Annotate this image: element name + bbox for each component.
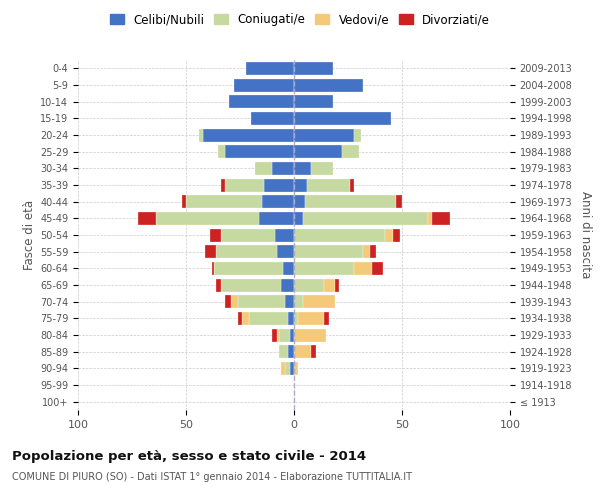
- Bar: [311, 162, 333, 175]
- Bar: [186, 195, 262, 208]
- Bar: [199, 128, 203, 141]
- Bar: [248, 312, 287, 325]
- Bar: [286, 362, 290, 375]
- Bar: [264, 178, 294, 192]
- Bar: [233, 78, 294, 92]
- Bar: [255, 162, 272, 175]
- Bar: [294, 195, 305, 208]
- Bar: [156, 212, 259, 225]
- Bar: [294, 328, 326, 342]
- Bar: [287, 345, 294, 358]
- Bar: [302, 295, 335, 308]
- Bar: [290, 362, 294, 375]
- Bar: [287, 312, 294, 325]
- Bar: [214, 262, 283, 275]
- Bar: [363, 245, 370, 258]
- Bar: [247, 62, 294, 75]
- Bar: [298, 312, 324, 325]
- Bar: [294, 295, 302, 308]
- Bar: [302, 212, 428, 225]
- Bar: [428, 212, 432, 225]
- Bar: [341, 145, 359, 158]
- Bar: [294, 312, 298, 325]
- Bar: [279, 328, 290, 342]
- Bar: [305, 195, 395, 208]
- Bar: [432, 212, 449, 225]
- Bar: [286, 295, 294, 308]
- Bar: [182, 195, 186, 208]
- Bar: [238, 295, 286, 308]
- Bar: [324, 312, 329, 325]
- Bar: [272, 328, 277, 342]
- Bar: [262, 195, 294, 208]
- Bar: [290, 328, 294, 342]
- Bar: [335, 278, 340, 291]
- Bar: [307, 178, 350, 192]
- Bar: [221, 178, 225, 192]
- Bar: [283, 262, 294, 275]
- Text: COMUNE DI PIURO (SO) - Dati ISTAT 1° gennaio 2014 - Elaborazione TUTTITALIA.IT: COMUNE DI PIURO (SO) - Dati ISTAT 1° gen…: [12, 472, 412, 482]
- Bar: [279, 345, 287, 358]
- Bar: [238, 312, 242, 325]
- Bar: [259, 212, 294, 225]
- Bar: [218, 145, 225, 158]
- Bar: [294, 78, 363, 92]
- Text: Popolazione per età, sesso e stato civile - 2014: Popolazione per età, sesso e stato civil…: [12, 450, 366, 463]
- Y-axis label: Anni di nascita: Anni di nascita: [579, 192, 592, 278]
- Bar: [221, 278, 281, 291]
- Bar: [281, 278, 294, 291]
- Bar: [394, 228, 400, 241]
- Bar: [294, 362, 298, 375]
- Bar: [212, 262, 214, 275]
- Bar: [225, 178, 264, 192]
- Bar: [277, 328, 279, 342]
- Bar: [272, 162, 294, 175]
- Bar: [216, 278, 221, 291]
- Bar: [203, 128, 294, 141]
- Bar: [139, 212, 156, 225]
- Bar: [294, 162, 311, 175]
- Bar: [311, 345, 316, 358]
- Bar: [372, 262, 383, 275]
- Bar: [281, 362, 286, 375]
- Bar: [294, 178, 307, 192]
- Bar: [395, 195, 402, 208]
- Legend: Celibi/Nubili, Coniugati/e, Vedovi/e, Divorziati/e: Celibi/Nubili, Coniugati/e, Vedovi/e, Di…: [105, 8, 495, 31]
- Bar: [277, 245, 294, 258]
- Bar: [221, 228, 275, 241]
- Bar: [385, 228, 394, 241]
- Bar: [225, 145, 294, 158]
- Bar: [229, 95, 294, 108]
- Bar: [324, 278, 335, 291]
- Bar: [275, 228, 294, 241]
- Bar: [355, 128, 361, 141]
- Bar: [225, 295, 232, 308]
- Bar: [294, 228, 385, 241]
- Bar: [251, 112, 294, 125]
- Bar: [205, 245, 216, 258]
- Bar: [294, 245, 363, 258]
- Bar: [294, 62, 333, 75]
- Bar: [210, 228, 221, 241]
- Bar: [294, 278, 324, 291]
- Bar: [294, 212, 302, 225]
- Bar: [370, 245, 376, 258]
- Bar: [232, 295, 238, 308]
- Bar: [294, 262, 355, 275]
- Bar: [294, 128, 355, 141]
- Bar: [242, 312, 248, 325]
- Y-axis label: Fasce di età: Fasce di età: [23, 200, 36, 270]
- Bar: [294, 112, 391, 125]
- Bar: [294, 345, 311, 358]
- Bar: [350, 178, 355, 192]
- Bar: [216, 245, 277, 258]
- Bar: [355, 262, 372, 275]
- Bar: [294, 95, 333, 108]
- Bar: [294, 145, 341, 158]
